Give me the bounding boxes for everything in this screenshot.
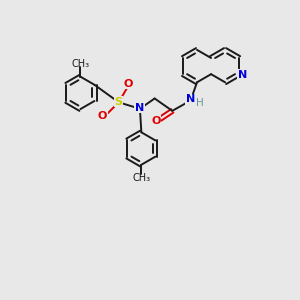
Text: O: O [124,79,133,89]
Text: H: H [196,98,204,109]
Text: N: N [238,70,247,80]
Text: N: N [135,103,144,112]
Text: S: S [115,97,123,107]
Text: CH₃: CH₃ [132,173,150,183]
Text: O: O [98,111,107,122]
Text: CH₃: CH₃ [71,59,89,69]
Text: N: N [186,94,195,104]
Text: O: O [151,116,160,126]
